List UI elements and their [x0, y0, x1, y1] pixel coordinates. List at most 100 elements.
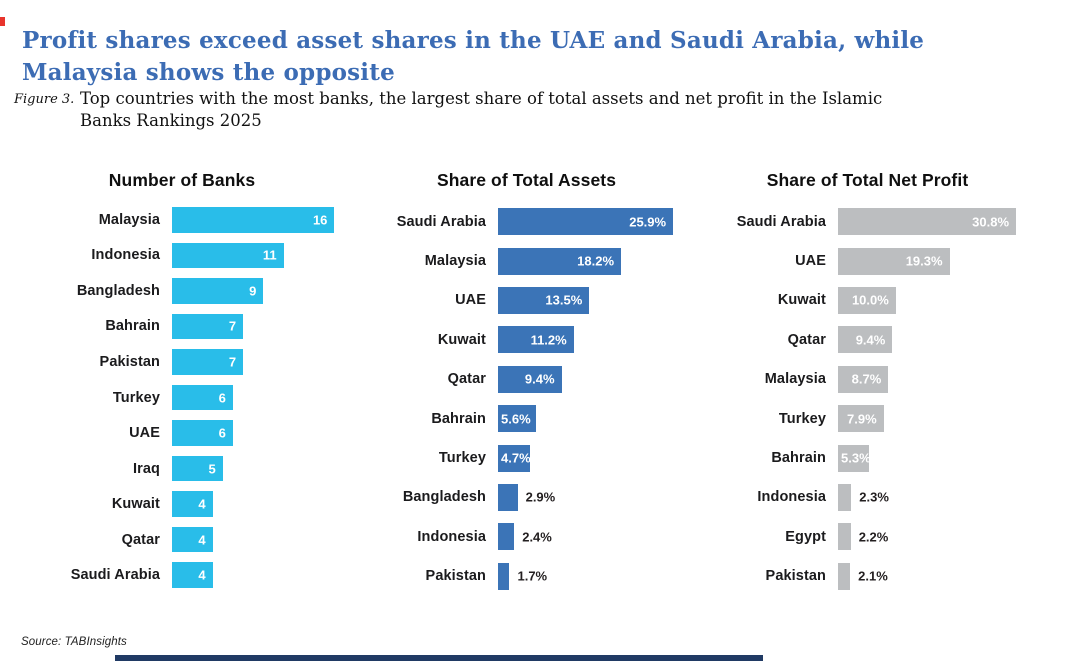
bar: [172, 455, 223, 482]
bar: [172, 313, 244, 340]
country-label: Pakistan: [765, 568, 826, 585]
value-label: 8.7%: [851, 371, 882, 387]
chart-row-kuwait: Kuwait 4: [22, 486, 342, 522]
bar: [838, 326, 893, 354]
chart-row-saudi-arabia: Saudi Arabia 25.9%: [370, 202, 683, 241]
chart-row-indonesia: Indonesia 2.3%: [712, 478, 1023, 517]
country-label: Indonesia: [417, 528, 486, 545]
chart-row-kuwait: Kuwait 11.2%: [370, 320, 683, 359]
chart-row-indonesia: Indonesia 2.4%: [370, 517, 683, 556]
country-label: Bahrain: [431, 410, 486, 427]
bar: [172, 207, 335, 233]
bar-track: 9.4%: [498, 365, 683, 393]
country-label: Malaysia: [764, 371, 826, 388]
country-label: Saudi Arabia: [736, 213, 826, 230]
value-label: 4.7%: [501, 450, 531, 466]
bar: [172, 562, 213, 588]
bar: [838, 562, 851, 590]
country-label: Bangladesh: [76, 282, 160, 299]
chart-rows: Malaysia 16 Indonesia 11 Bangladesh 9 Bahrain 7…: [22, 202, 342, 593]
chart-row-malaysia: Malaysia 18.2%: [370, 241, 683, 280]
figure-caption: Figure 3. Top countries with the most ba…: [14, 88, 895, 132]
chart-row-uae: UAE 13.5%: [370, 281, 683, 320]
bar: [838, 444, 869, 472]
country-label: Pakistan: [425, 568, 486, 585]
country-label: Kuwait: [437, 331, 486, 348]
country-label: Pakistan: [99, 353, 160, 370]
chart-title-number-of-banks: Number of Banks: [108, 170, 256, 190]
bar-track: 11: [172, 242, 342, 269]
bar: [498, 444, 530, 472]
chart-row-egypt: Egypt 2.2%: [712, 517, 1023, 556]
bar-track: 6: [172, 420, 342, 446]
chart-row-qatar: Qatar 4: [22, 522, 342, 558]
country-label: Bahrain: [105, 318, 160, 335]
chart-row-uae: UAE 19.3%: [712, 241, 1023, 280]
bar-track: 6: [172, 384, 342, 411]
bar-track: 19.3%: [838, 247, 1023, 275]
bar-track: 9: [172, 278, 342, 304]
value-label: 5.6%: [501, 411, 531, 427]
bar-track: 2.4%: [498, 523, 683, 551]
value-label: 9.4%: [855, 332, 886, 348]
chart-row-kuwait: Kuwait 10.0%: [712, 281, 1023, 320]
chart-row-bangladesh: Bangladesh 9: [22, 273, 342, 309]
value-label: 1.7%: [517, 568, 548, 584]
chart-rows: Saudi Arabia 30.8% UAE 19.3% Kuwait 10.0% Qata…: [712, 202, 1023, 596]
bar-track: 5.3%: [838, 444, 1023, 472]
value-label: 19.3%: [905, 253, 943, 269]
bar-track: 30.8%: [838, 208, 1023, 236]
value-label: 7: [228, 318, 237, 334]
figure-number-label: Figure 3.: [14, 92, 75, 107]
value-label: 5: [208, 461, 216, 477]
chart-row-iraq: Iraq 5: [22, 451, 342, 487]
chart-row-turkey: Turkey 4.7%: [370, 438, 683, 477]
country-label: Turkey: [778, 410, 826, 427]
country-label: Qatar: [447, 371, 486, 388]
bar: [498, 365, 562, 393]
chart-row-malaysia: Malaysia 8.7%: [712, 360, 1023, 399]
bar: [838, 483, 852, 511]
bar: [172, 349, 244, 375]
bar: [172, 384, 233, 411]
bar-track: 1.7%: [498, 562, 683, 590]
value-label: 4: [198, 567, 206, 583]
value-label: 4: [198, 496, 206, 512]
chart-row-indonesia: Indonesia 11: [22, 238, 342, 274]
country-label: Kuwait: [777, 292, 826, 309]
bar-track: 2.1%: [838, 562, 1023, 590]
bar-track: 5.6%: [498, 405, 683, 433]
country-label: Qatar: [787, 331, 826, 348]
bar: [838, 247, 950, 275]
value-label: 13.5%: [545, 292, 583, 308]
value-label: 11: [262, 247, 277, 263]
chart-row-bahrain: Bahrain 7: [22, 309, 342, 345]
chart-row-qatar: Qatar 9.4%: [712, 320, 1023, 359]
value-label: 2.9%: [525, 489, 556, 505]
country-label: Iraq: [133, 460, 160, 477]
page-title: Profit shares exceed asset shares in the…: [22, 27, 925, 87]
country-label: Indonesia: [757, 489, 826, 506]
bar: [498, 326, 574, 354]
bar: [172, 526, 213, 553]
value-label: 5.3%: [841, 450, 871, 466]
country-label: Saudi Arabia: [70, 567, 160, 584]
figure-caption-text: Top countries with the most banks, the l…: [80, 89, 883, 130]
country-label: Indonesia: [91, 247, 160, 264]
chart-row-saudi-arabia: Saudi Arabia 30.8%: [712, 202, 1023, 241]
value-label: 2.4%: [522, 529, 552, 545]
country-label: Saudi Arabia: [396, 213, 486, 230]
country-label: Malaysia: [424, 253, 486, 270]
country-label: Kuwait: [111, 496, 160, 513]
value-label: 6: [218, 425, 226, 441]
chart-row-malaysia: Malaysia 16: [22, 202, 342, 238]
bar-track: 8.7%: [838, 365, 1023, 393]
chart-row-bahrain: Bahrain 5.6%: [370, 399, 683, 438]
bar: [838, 286, 896, 314]
chart-title-share-of-total-assets: Share of Total Assets: [436, 170, 617, 190]
bar: [498, 208, 674, 236]
country-label: Turkey: [438, 450, 486, 467]
bar: [498, 286, 590, 314]
bar: [498, 405, 536, 433]
value-label: 4: [198, 532, 206, 548]
